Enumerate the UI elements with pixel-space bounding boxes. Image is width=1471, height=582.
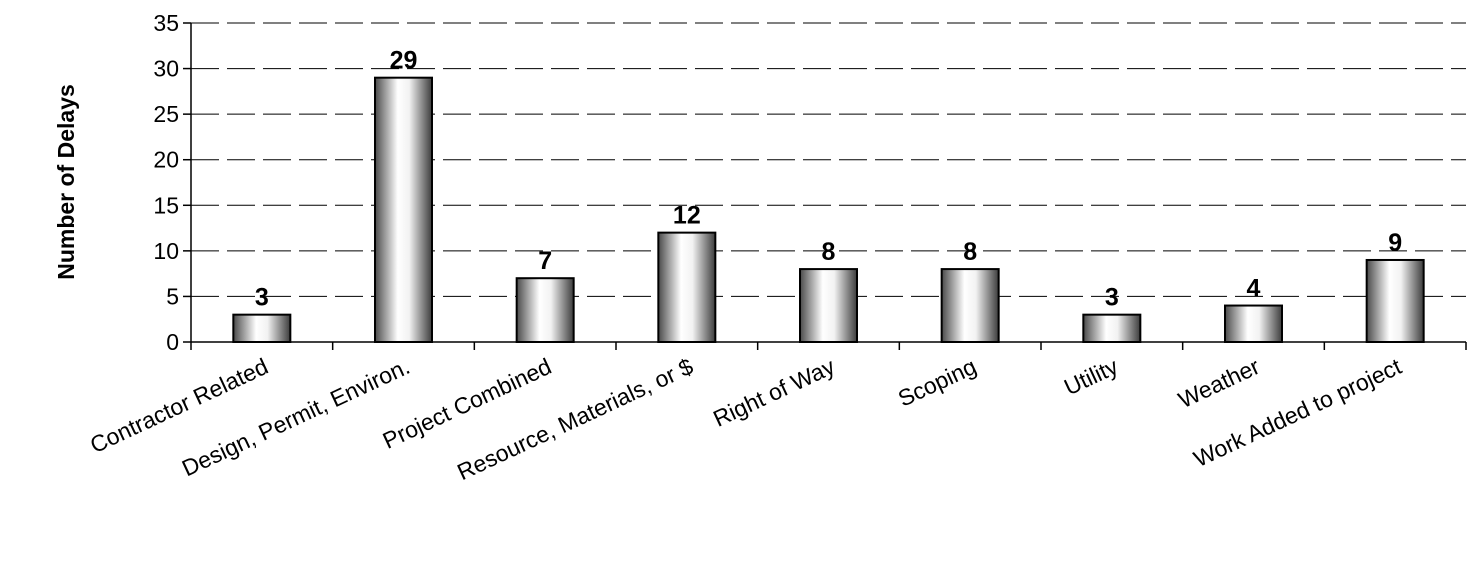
data-label-3: 7 [538, 247, 552, 275]
y-tick-label-10: 10 [153, 238, 179, 264]
bar-5 [799, 268, 858, 344]
data-label-6: 8 [963, 238, 977, 266]
bar-2 [374, 76, 433, 344]
bars [232, 76, 1425, 344]
y-tick-labels: 0 5 10 15 20 25 30 35 [153, 10, 179, 355]
x-tick-label-5: Right of Way [709, 353, 839, 432]
bar-3 [515, 277, 575, 344]
gridlines [191, 22, 1466, 297]
bar-6 [940, 268, 1000, 344]
y-tick-label-20: 20 [153, 147, 179, 173]
x-tick-label-4: Resource, Materials, or $ [453, 353, 697, 485]
x-tick-label-7: Utility [1060, 353, 1122, 401]
x-tick-label-8: Weather [1174, 353, 1264, 413]
bar-4 [657, 231, 717, 343]
data-label-4: 12 [673, 202, 701, 230]
y-tick-label-35: 35 [153, 10, 179, 36]
y-tick-label-30: 30 [153, 56, 179, 82]
y-tick-label-0: 0 [166, 329, 179, 355]
data-labels: 3 29 7 12 8 8 3 4 9 [255, 47, 1402, 312]
data-label-9: 9 [1388, 229, 1402, 257]
y-tick-label-25: 25 [153, 101, 179, 127]
bar-9 [1365, 258, 1425, 344]
y-tick-label-15: 15 [153, 192, 179, 218]
x-tick-label-2: Design, Permit, Environ. [178, 353, 414, 481]
x-tick-label-6: Scoping [894, 353, 980, 412]
y-tick-label-5: 5 [166, 283, 179, 309]
data-label-7: 3 [1105, 284, 1119, 312]
data-label-8: 4 [1247, 275, 1261, 303]
y-axis-label: Number of Delays [53, 84, 79, 280]
bar-1 [232, 313, 292, 343]
bar-7 [1082, 313, 1142, 343]
data-label-2: 29 [390, 47, 418, 75]
bar-8 [1224, 304, 1283, 343]
data-label-1: 3 [255, 284, 269, 312]
data-label-5: 8 [822, 238, 836, 266]
